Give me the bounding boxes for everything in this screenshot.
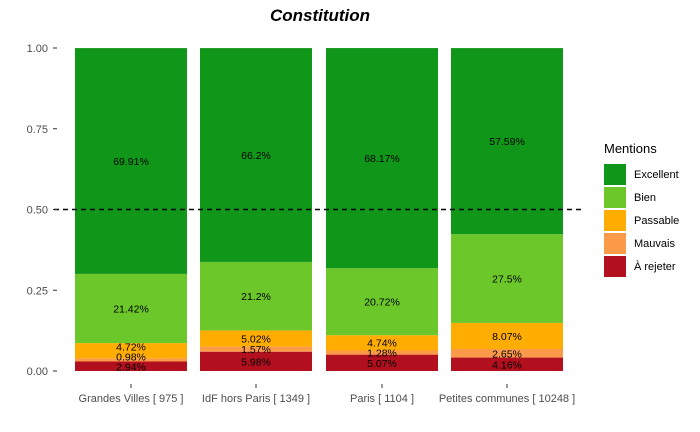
legend-swatch: [604, 210, 626, 231]
y-tick-label: 0.75: [27, 124, 48, 136]
x-tick-label: Petites communes [ 10248 ]: [439, 393, 575, 405]
data-label: 1.57%: [241, 344, 271, 356]
chart-title: Constitution: [270, 6, 370, 25]
bar-segment: [200, 261, 312, 331]
bar-segment: [75, 343, 187, 359]
data-label: 21.2%: [241, 291, 271, 303]
bar-segment: [200, 330, 312, 347]
legend-swatch: [604, 164, 626, 185]
data-label: 68.17%: [364, 153, 400, 165]
legend-label: Bien: [634, 192, 656, 204]
bar-segment: [75, 273, 187, 344]
y-axis: 0.00 0.25 0.50 0.75 1.00: [27, 43, 57, 378]
bar-segment: [451, 48, 563, 235]
legend-title: Mentions: [604, 141, 657, 156]
legend-swatch: [604, 256, 626, 277]
legend-swatch: [604, 233, 626, 254]
bar-segment: [200, 48, 312, 262]
data-label: 2.65%: [492, 348, 522, 360]
legend: Mentions Excellent Bien Passable Mauvais À r…: [604, 141, 679, 277]
data-label: 0.98%: [116, 351, 146, 363]
data-label: 69.91%: [113, 156, 149, 168]
y-tick-label: 1.00: [27, 43, 48, 55]
y-tick-label: 0.25: [27, 285, 48, 297]
legend-swatch: [604, 187, 626, 208]
bar-segment: [75, 361, 187, 371]
y-tick-label: 0.50: [27, 205, 48, 217]
x-tick-label: Grandes Villes [ 975 ]: [79, 393, 184, 405]
bar-segment: [326, 268, 438, 336]
legend-label: À rejeter: [634, 260, 676, 273]
x-tick-label: IdF hors Paris [ 1349 ]: [202, 393, 310, 405]
bar-segment: [451, 357, 563, 371]
data-label: 66.2%: [241, 150, 271, 162]
legend-label: Passable: [634, 215, 679, 227]
bar-segment: [75, 48, 187, 274]
data-label: 4.72%: [116, 341, 146, 353]
bar-segment: [200, 351, 312, 371]
data-label: 21.42%: [113, 303, 149, 315]
data-label: 20.72%: [364, 297, 400, 309]
data-label: 4.74%: [367, 338, 397, 350]
y-tick-label: 0.00: [27, 366, 48, 378]
bar-segment: [75, 358, 187, 362]
bar-segment: [451, 234, 563, 323]
plot-area: 2.94%0.98%4.72%21.42%69.91%5.98%1.57%5.0…: [54, 48, 585, 373]
data-label: 5.07%: [367, 358, 397, 370]
legend-label: Excellent: [634, 169, 679, 181]
x-tick-label: Paris [ 1104 ]: [350, 393, 414, 405]
bar-segment: [326, 335, 438, 351]
data-label: 2.94%: [116, 361, 146, 373]
data-label: 4.16%: [492, 359, 522, 371]
legend-label: Mauvais: [634, 238, 675, 250]
bar-segment: [451, 349, 563, 358]
data-label: 1.28%: [367, 348, 397, 360]
bar-segment: [326, 48, 438, 269]
bar-segment: [326, 354, 438, 371]
data-label: 57.59%: [489, 136, 525, 148]
bar-segment: [326, 350, 438, 355]
data-label: 5.02%: [241, 334, 271, 346]
data-label: 27.5%: [492, 274, 522, 286]
data-label: 5.98%: [241, 356, 271, 368]
x-axis: Grandes Villes [ 975 ] IdF hors Paris [ 1…: [79, 384, 575, 405]
data-label: 8.07%: [492, 331, 522, 343]
bar-segment: [200, 346, 312, 352]
bar-segment: [451, 322, 563, 350]
